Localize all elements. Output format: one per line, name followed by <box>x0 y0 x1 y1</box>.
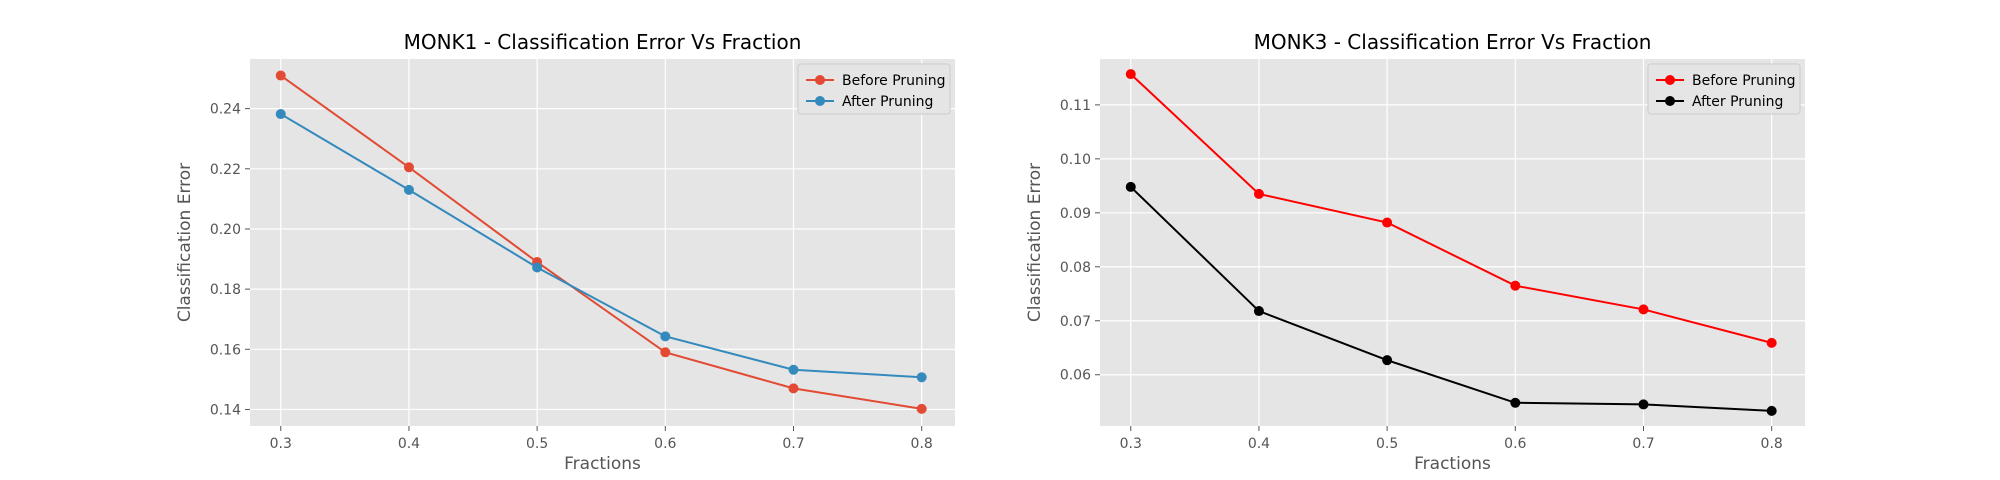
x-axis-label: Fractions <box>1414 454 1491 474</box>
x-tick-label: 0.8 <box>911 436 933 452</box>
y-tick-label: 0.20 <box>210 222 241 238</box>
plot-area <box>250 59 955 426</box>
x-tick-label: 0.7 <box>782 436 804 452</box>
legend-marker <box>815 75 825 85</box>
series-lines <box>1125 69 1777 416</box>
axis-ticks: 0.3 0.4 0.5 0.6 0.7 0.8 0.06 0.07 0.08 0.09 0.10 0.… <box>1060 98 1783 452</box>
y-tick-label: 0.16 <box>210 342 241 358</box>
x-axis-label: Fractions <box>564 454 641 474</box>
legend-entry-label: Before Pruning <box>842 73 946 89</box>
legend-marker <box>1665 75 1675 85</box>
series-line-after-pruning <box>1130 186 1772 412</box>
legend-frame <box>1647 63 1801 115</box>
series-line-before-pruning <box>280 74 922 410</box>
x-tick-label: 0.6 <box>1504 436 1526 452</box>
y-axis-label: Classification Error <box>1025 163 1045 322</box>
legend: Before Pruning After Pruning <box>797 63 951 115</box>
legend-frame <box>797 63 951 115</box>
y-tick-label: 0.08 <box>1060 260 1091 276</box>
data-point <box>275 70 286 81</box>
y-axis-label: Classification Error <box>175 163 195 322</box>
chart-title: MONK3 - Classification Error Vs Fraction <box>1254 30 1652 54</box>
legend: Before Pruning After Pruning <box>1647 63 1801 115</box>
legend-entry-label: After Pruning <box>842 94 933 110</box>
data-point <box>916 372 927 383</box>
chart-monk1: 0.3 0.4 0.5 0.6 0.7 0.8 0.14 0.16 0.18 0.20 0.22 0.… <box>175 30 955 474</box>
y-tick-label: 0.14 <box>210 402 241 418</box>
y-tick-label: 0.11 <box>1060 98 1091 114</box>
data-point <box>660 347 671 358</box>
data-point <box>1382 355 1393 366</box>
x-tick-label: 0.4 <box>398 436 420 452</box>
y-tick-label: 0.09 <box>1060 206 1091 222</box>
chart-title: MONK1 - Classification Error Vs Fraction <box>404 30 802 54</box>
data-point <box>1638 399 1649 410</box>
plot-area <box>1100 59 1805 426</box>
chart-monk3: 0.3 0.4 0.5 0.6 0.7 0.8 0.06 0.07 0.08 0.09 0.10 0.… <box>1025 30 1805 474</box>
data-point <box>275 109 286 120</box>
data-point <box>403 184 414 195</box>
x-tick-label: 0.3 <box>1120 436 1142 452</box>
data-point <box>916 403 927 414</box>
axis-ticks: 0.3 0.4 0.5 0.6 0.7 0.8 0.14 0.16 0.18 0.20 0.22 0.… <box>210 102 933 452</box>
x-tick-label: 0.5 <box>526 436 548 452</box>
data-point <box>1382 217 1393 228</box>
grid-lines <box>250 59 955 426</box>
x-tick-label: 0.7 <box>1632 436 1654 452</box>
data-point <box>403 162 414 173</box>
x-tick-label: 0.5 <box>1376 436 1398 452</box>
y-tick-label: 0.06 <box>1060 368 1091 384</box>
series-line-before-pruning <box>1130 73 1772 344</box>
series-line-after-pruning <box>280 113 922 379</box>
legend-marker <box>1665 96 1675 106</box>
data-point <box>1766 337 1777 348</box>
y-tick-label: 0.22 <box>210 162 241 178</box>
x-tick-label: 0.4 <box>1248 436 1270 452</box>
data-point <box>1125 181 1136 192</box>
data-point <box>660 331 671 342</box>
x-tick-label: 0.8 <box>1761 436 1783 452</box>
data-point <box>1253 188 1264 199</box>
legend-entry-label: Before Pruning <box>1692 73 1796 89</box>
data-point <box>1125 69 1136 80</box>
data-point <box>788 364 799 375</box>
y-tick-label: 0.07 <box>1060 314 1091 330</box>
y-tick-label: 0.18 <box>210 282 241 298</box>
legend-marker <box>815 96 825 106</box>
data-point <box>1510 280 1521 291</box>
series-lines <box>275 70 927 414</box>
data-point <box>1638 304 1649 315</box>
x-tick-label: 0.3 <box>270 436 292 452</box>
data-point <box>1766 405 1777 416</box>
data-point <box>532 262 543 273</box>
data-point <box>1253 306 1264 317</box>
x-tick-label: 0.6 <box>654 436 676 452</box>
data-point <box>1510 397 1521 408</box>
y-tick-label: 0.10 <box>1060 152 1091 168</box>
y-tick-label: 0.24 <box>210 102 241 118</box>
legend-entry-label: After Pruning <box>1692 94 1783 110</box>
data-point <box>788 383 799 394</box>
